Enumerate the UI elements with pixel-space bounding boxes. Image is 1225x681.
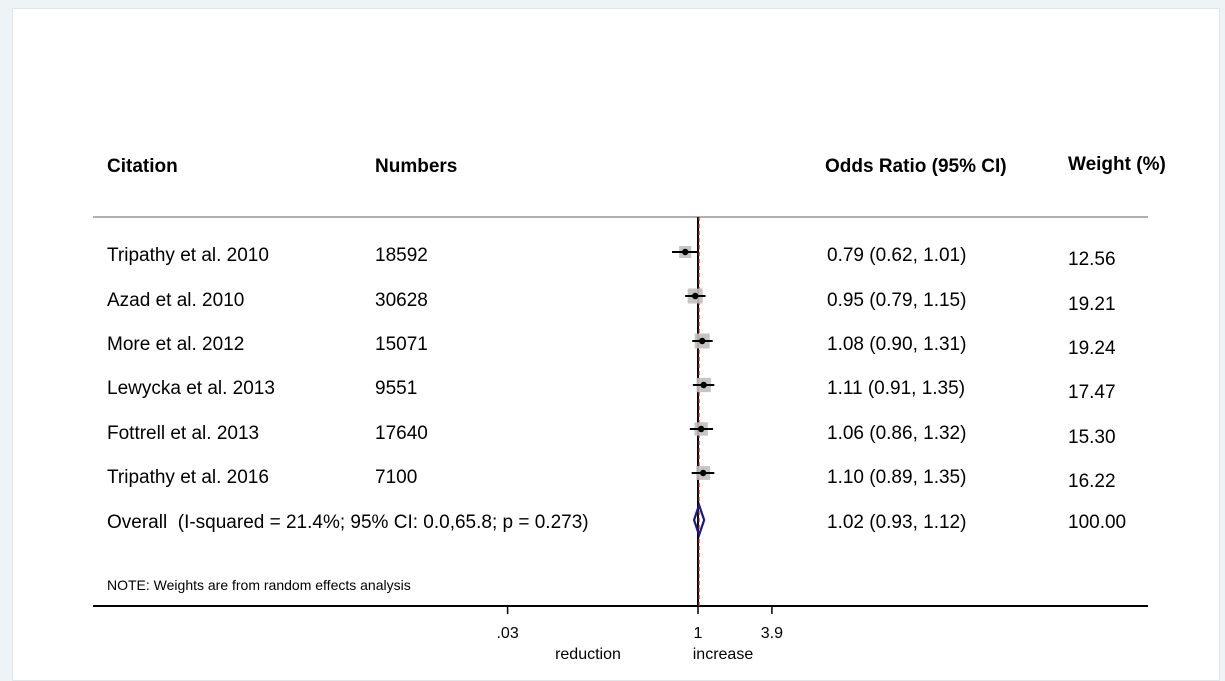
study-citation: More et al. 2012: [107, 334, 244, 355]
study-weight: 15.30: [1068, 427, 1116, 448]
study-odds-ratio: 0.79 (0.62, 1.01): [827, 245, 966, 266]
header-numbers: Numbers: [375, 156, 457, 177]
point-estimate: [700, 381, 707, 389]
study-marker: [689, 422, 714, 436]
header-odds-ratio: Odds Ratio (95% CI): [825, 156, 1007, 177]
study-markers: [672, 245, 715, 539]
header-weight: Weight (%): [1068, 154, 1166, 175]
study-citation: Tripathy et al. 2016: [107, 467, 269, 488]
study-numbers: 15071: [375, 334, 428, 355]
study-weight: 17.47: [1068, 382, 1116, 403]
x-tick-label: 1: [694, 625, 703, 642]
study-odds-ratio: 0.95 (0.79, 1.15): [827, 290, 966, 311]
study-weight: 12.56: [1068, 249, 1116, 270]
axis-label-increase: increase: [693, 646, 754, 663]
point-estimate: [697, 425, 705, 433]
header-citation: Citation: [107, 156, 178, 177]
study-weight: 16.22: [1068, 471, 1116, 492]
study-numbers: 17640: [375, 423, 428, 444]
x-tick-label: 3.9: [761, 625, 783, 642]
study-odds-ratio: 1.08 (0.90, 1.31): [827, 334, 966, 355]
point-estimate: [682, 248, 689, 256]
study-weight: 19.24: [1068, 338, 1116, 359]
point-estimate: [692, 292, 699, 300]
study-citation: Lewycka et al. 2013: [107, 378, 275, 399]
point-estimate: [698, 337, 706, 345]
axis-label-reduction: reduction: [555, 646, 621, 663]
study-numbers: 30628: [375, 290, 428, 311]
axis-ticks: .03 1 3.9: [496, 606, 783, 642]
study-citation: Fottrell et al. 2013: [107, 423, 259, 444]
study-marker: [692, 333, 713, 349]
study-numbers: 18592: [375, 245, 428, 266]
study-weight: 19.21: [1068, 294, 1116, 315]
study-numbers: 7100: [375, 467, 417, 488]
study-citation: Tripathy et al. 2010: [107, 245, 269, 266]
plot-panel: [12, 8, 1220, 681]
weights-note: NOTE: Weights are from random effects an…: [107, 577, 411, 593]
overall-label: Overall (I-squared = 21.4%; 95% CI: 0.0,…: [107, 512, 589, 533]
study-marker: [692, 377, 715, 393]
reference-lines: [697, 217, 700, 606]
overall-weight: 100.00: [1068, 512, 1126, 533]
study-numbers: 9551: [375, 378, 417, 399]
study-marker: [672, 245, 699, 259]
overall-diamond: [692, 501, 706, 539]
study-odds-ratio: 1.10 (0.89, 1.35): [827, 467, 966, 488]
overall-odds-ratio: 1.02 (0.93, 1.12): [827, 512, 966, 533]
x-tick-label: .03: [496, 625, 518, 642]
study-odds-ratio: 1.06 (0.86, 1.32): [827, 423, 966, 444]
study-marker: [685, 288, 706, 304]
point-estimate: [699, 469, 707, 477]
study-odds-ratio: 1.11 (0.91, 1.35): [827, 378, 965, 399]
study-citation: Azad et al. 2010: [107, 290, 244, 311]
study-marker: [691, 466, 715, 480]
